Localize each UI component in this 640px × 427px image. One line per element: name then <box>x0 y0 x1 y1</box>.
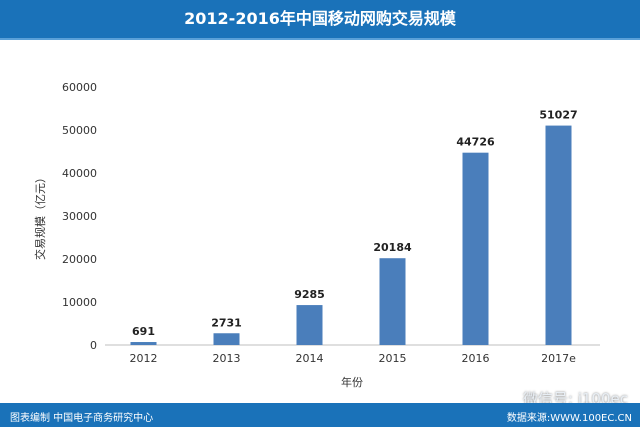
footer-source: 数据来源:WWW.100EC.CN <box>506 413 632 424</box>
y-tick-label: 0 <box>90 339 97 352</box>
x-tick-label: 2012 <box>130 352 158 365</box>
y-tick-label: 20000 <box>62 253 97 266</box>
y-tick-label: 60000 <box>62 81 97 94</box>
x-axis-label: 年份 <box>341 375 363 389</box>
x-tick-label: 2016 <box>462 352 490 365</box>
chart-title: 2012-2016年中国移动网购交易规模 <box>0 0 640 40</box>
bar <box>130 342 157 345</box>
bar <box>213 333 240 345</box>
y-axis-label: 交易规模（亿元） <box>33 172 47 260</box>
data-label: 51027 <box>539 109 577 122</box>
y-tick-label: 30000 <box>62 210 97 223</box>
bar <box>462 152 489 345</box>
x-tick-label: 2017e <box>541 352 576 365</box>
y-tick-label: 50000 <box>62 124 97 137</box>
y-tick-label: 40000 <box>62 167 97 180</box>
data-label: 2731 <box>211 316 242 329</box>
bar <box>379 258 406 345</box>
x-tick-label: 2015 <box>379 352 407 365</box>
bar <box>545 125 572 346</box>
x-tick-label: 2014 <box>296 352 324 365</box>
bar <box>296 305 323 345</box>
footer-credit: 图表编制 中国电子商务研究中心 <box>10 413 154 424</box>
data-label: 44726 <box>456 136 495 149</box>
x-tick-label: 2013 <box>213 352 241 365</box>
y-tick-label: 10000 <box>62 296 97 309</box>
data-label: 20184 <box>373 241 412 254</box>
footer: 图表编制 中国电子商务研究中心 数据来源:WWW.100EC.CN <box>0 403 640 427</box>
data-label: 691 <box>132 325 155 338</box>
data-label: 9285 <box>294 288 325 301</box>
